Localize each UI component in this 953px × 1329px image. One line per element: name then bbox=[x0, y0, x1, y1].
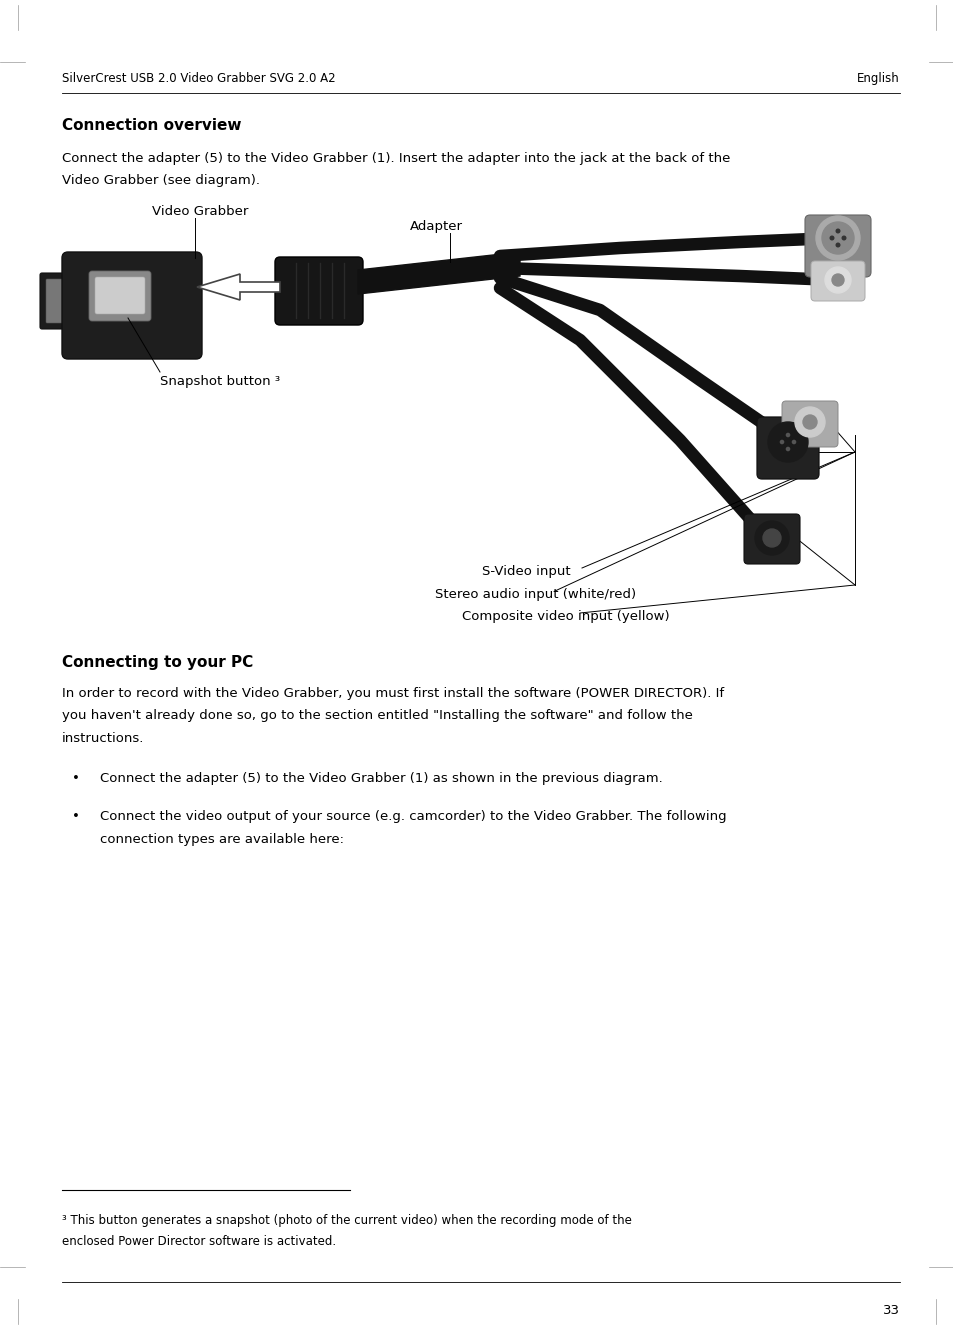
Text: ³ This button generates a snapshot (photo of the current video) when the recordi: ³ This button generates a snapshot (phot… bbox=[62, 1213, 631, 1227]
FancyBboxPatch shape bbox=[62, 253, 202, 359]
Text: Connect the video output of your source (e.g. camcorder) to the Video Grabber. T: Connect the video output of your source … bbox=[100, 811, 726, 824]
Circle shape bbox=[792, 440, 795, 444]
Circle shape bbox=[785, 433, 789, 437]
Text: Video Grabber: Video Grabber bbox=[152, 205, 248, 218]
Text: Video Grabber (see diagram).: Video Grabber (see diagram). bbox=[62, 174, 260, 187]
Circle shape bbox=[836, 229, 839, 233]
Text: Composite video input (yellow): Composite video input (yellow) bbox=[461, 610, 669, 623]
Circle shape bbox=[836, 243, 839, 247]
FancyBboxPatch shape bbox=[757, 417, 818, 478]
FancyBboxPatch shape bbox=[95, 276, 145, 314]
Circle shape bbox=[824, 267, 850, 292]
Circle shape bbox=[802, 415, 816, 429]
Text: connection types are available here:: connection types are available here: bbox=[100, 833, 344, 847]
Text: you haven't already done so, go to the section entitled "Installing the software: you haven't already done so, go to the s… bbox=[62, 710, 692, 723]
FancyBboxPatch shape bbox=[46, 279, 64, 323]
Circle shape bbox=[794, 407, 824, 437]
Text: Adapter: Adapter bbox=[410, 221, 462, 233]
Text: SilverCrest USB 2.0 Video Grabber SVG 2.0 A2: SilverCrest USB 2.0 Video Grabber SVG 2.… bbox=[62, 72, 335, 85]
Text: Connection overview: Connection overview bbox=[62, 118, 241, 133]
Text: Connect the adapter (5) to the Video Grabber (1) as shown in the previous diagra: Connect the adapter (5) to the Video Gra… bbox=[100, 772, 662, 785]
Circle shape bbox=[831, 274, 843, 286]
Polygon shape bbox=[196, 274, 280, 300]
Circle shape bbox=[767, 423, 807, 462]
Polygon shape bbox=[357, 253, 519, 294]
Text: instructions.: instructions. bbox=[62, 732, 144, 746]
Circle shape bbox=[829, 237, 833, 239]
Text: Connect the adapter (5) to the Video Grabber (1). Insert the adapter into the ja: Connect the adapter (5) to the Video Gra… bbox=[62, 152, 730, 165]
Circle shape bbox=[785, 448, 789, 451]
FancyBboxPatch shape bbox=[40, 272, 70, 330]
FancyBboxPatch shape bbox=[781, 401, 837, 447]
Text: •: • bbox=[71, 772, 80, 785]
Text: 33: 33 bbox=[882, 1304, 899, 1317]
Circle shape bbox=[815, 217, 859, 260]
Text: In order to record with the Video Grabber, you must first install the software (: In order to record with the Video Grabbe… bbox=[62, 687, 723, 700]
FancyBboxPatch shape bbox=[89, 271, 151, 322]
Text: English: English bbox=[857, 72, 899, 85]
Text: enclosed Power Director software is activated.: enclosed Power Director software is acti… bbox=[62, 1235, 335, 1248]
Circle shape bbox=[841, 237, 845, 239]
Circle shape bbox=[754, 521, 788, 556]
Circle shape bbox=[762, 529, 781, 548]
FancyBboxPatch shape bbox=[743, 514, 800, 563]
Circle shape bbox=[780, 440, 782, 444]
Text: Stereo audio input (white/red): Stereo audio input (white/red) bbox=[435, 587, 636, 601]
Text: S-Video input: S-Video input bbox=[481, 565, 570, 578]
Circle shape bbox=[821, 222, 853, 254]
Text: Connecting to your PC: Connecting to your PC bbox=[62, 655, 253, 670]
Text: Snapshot button ³: Snapshot button ³ bbox=[160, 375, 280, 388]
FancyBboxPatch shape bbox=[804, 215, 870, 276]
FancyBboxPatch shape bbox=[810, 260, 864, 300]
FancyBboxPatch shape bbox=[274, 256, 363, 326]
Text: •: • bbox=[71, 811, 80, 824]
